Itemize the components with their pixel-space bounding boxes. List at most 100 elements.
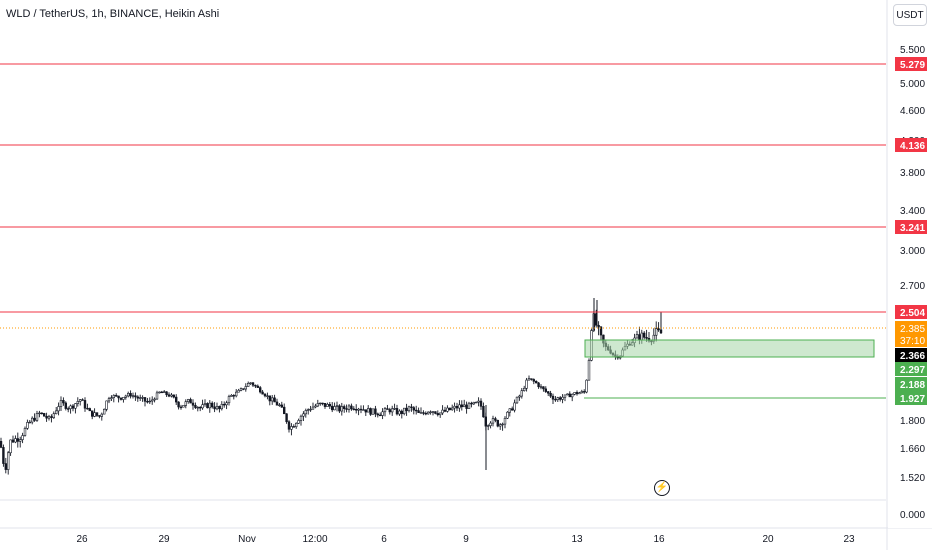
candle-body	[247, 383, 250, 387]
candle-body	[381, 411, 384, 416]
candle-body	[9, 439, 12, 454]
candle-body	[306, 409, 310, 411]
resistance-badge: 3.241	[900, 223, 925, 234]
candle-body	[311, 406, 315, 410]
candle-body	[470, 402, 473, 405]
candle-body	[494, 418, 497, 421]
zone-low-badge: 2.297	[900, 365, 925, 376]
time-tick-label: 29	[158, 534, 170, 545]
lightning-icon[interactable]: ⚡	[654, 480, 670, 496]
candle-body	[81, 399, 84, 401]
candle-body	[16, 438, 19, 442]
candle-body	[345, 408, 348, 410]
candle-body	[474, 401, 478, 404]
resistance-badge: 2.504	[900, 308, 925, 319]
candle-body	[376, 413, 379, 416]
last-close-badge-bg	[895, 321, 927, 347]
candle-body	[318, 402, 322, 405]
time-tick-label: 23	[843, 534, 855, 545]
candle-body	[179, 406, 183, 409]
candle-body	[103, 408, 106, 415]
candle-body	[645, 337, 648, 339]
candle-body	[386, 408, 389, 410]
candle-body	[143, 397, 147, 402]
candle-body	[450, 407, 454, 411]
price-axis-background[interactable]	[888, 0, 932, 528]
candle-body	[177, 401, 180, 408]
plot-background[interactable]	[0, 0, 886, 528]
candle-body	[182, 405, 185, 408]
candle-body	[414, 409, 418, 412]
candle-body	[184, 401, 187, 406]
support-badge: 1.927	[900, 394, 925, 405]
candle-body	[431, 411, 435, 413]
price-tick-label: 5.500	[900, 45, 925, 56]
candle-body	[496, 420, 499, 427]
candle-body	[18, 439, 22, 442]
candle-body	[338, 405, 341, 412]
candle-body	[93, 412, 96, 417]
candle-body	[578, 392, 581, 395]
candle-body	[640, 332, 644, 341]
candle-body	[139, 397, 142, 399]
candle-body	[532, 379, 536, 382]
zone-mid-badge: 2.188	[900, 380, 925, 391]
candle-body	[112, 395, 116, 398]
candle-body	[568, 393, 572, 398]
resistance-badge-bg	[895, 305, 927, 319]
candle-body	[580, 391, 584, 394]
candle-body	[347, 405, 351, 410]
candle-body	[350, 405, 353, 410]
candle-body	[127, 393, 130, 397]
candle-body	[326, 404, 329, 407]
candle-body	[515, 396, 519, 404]
price-tick-label: 1.800	[900, 416, 925, 427]
candle-body	[38, 412, 41, 415]
candle-body	[45, 415, 48, 419]
candle-body	[542, 386, 545, 390]
candle-body	[199, 406, 202, 409]
candle-body	[458, 404, 461, 409]
candle-body	[482, 406, 485, 418]
candle-body	[390, 408, 394, 413]
candle-body	[302, 413, 305, 417]
time-axis[interactable]: 26 29 Nov 12:00 6 9 13 16 20 23	[76, 534, 855, 545]
candle-body	[148, 400, 151, 403]
candle-body	[522, 387, 526, 391]
candle-body	[244, 386, 247, 390]
candle-body	[374, 408, 377, 415]
price-axis[interactable]: 5.5005.0004.6004.2003.8003.4003.0002.700…	[888, 0, 932, 528]
candle-body	[151, 399, 154, 402]
price-levels	[0, 63, 886, 399]
candle-body	[294, 422, 298, 428]
candle-body	[187, 399, 190, 402]
candle-body	[273, 397, 276, 403]
candle-body	[465, 404, 468, 409]
candle-body	[506, 411, 509, 419]
candle-body	[242, 388, 245, 390]
candle-body	[88, 408, 92, 412]
candle-body	[357, 408, 360, 411]
resistance-badge-bg	[895, 138, 927, 152]
currency-button[interactable]: USDT	[893, 4, 927, 26]
time-tick-label: 9	[463, 534, 469, 545]
candle-body	[215, 405, 219, 410]
candle-body	[486, 425, 490, 427]
candle-body	[0, 441, 3, 448]
candle-body	[131, 395, 135, 397]
candle-body	[436, 413, 439, 416]
candle-body	[443, 409, 447, 412]
candle-body	[534, 380, 538, 384]
candle-body	[323, 403, 327, 407]
candle-body	[510, 408, 514, 411]
candle-body	[172, 394, 175, 398]
candle-body	[278, 404, 281, 407]
candle-body	[371, 408, 375, 415]
candle-body	[50, 416, 53, 418]
candle-body	[155, 392, 159, 400]
candle-body	[227, 396, 231, 404]
candle-body	[62, 400, 65, 404]
candle-body	[258, 387, 262, 393]
